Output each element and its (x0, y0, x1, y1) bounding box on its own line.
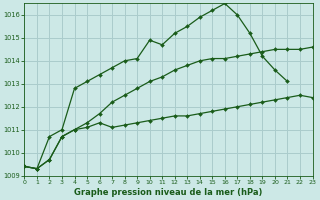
X-axis label: Graphe pression niveau de la mer (hPa): Graphe pression niveau de la mer (hPa) (74, 188, 263, 197)
